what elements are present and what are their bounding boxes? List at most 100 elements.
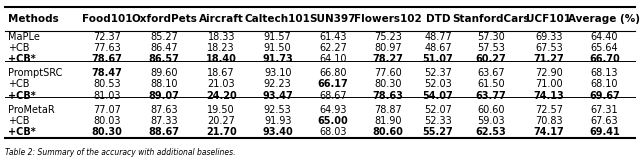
- Text: 63.77: 63.77: [476, 91, 506, 101]
- Text: 86.57: 86.57: [148, 54, 180, 64]
- Text: 80.60: 80.60: [372, 127, 403, 137]
- Text: Average (%): Average (%): [568, 14, 640, 24]
- Text: 91.50: 91.50: [264, 43, 291, 53]
- Text: 63.67: 63.67: [477, 68, 505, 78]
- Text: 64.10: 64.10: [319, 54, 347, 64]
- Text: 59.03: 59.03: [477, 116, 505, 126]
- Text: 60.60: 60.60: [477, 105, 505, 115]
- Text: 65.64: 65.64: [591, 43, 618, 53]
- Text: 78.27: 78.27: [372, 54, 403, 64]
- Text: +CB: +CB: [8, 79, 29, 89]
- Text: 20.27: 20.27: [207, 116, 235, 126]
- Text: 80.53: 80.53: [93, 79, 121, 89]
- Text: ProMetaR: ProMetaR: [8, 105, 54, 115]
- Text: UCF101: UCF101: [527, 14, 572, 24]
- Text: +CB*: +CB*: [8, 91, 35, 101]
- Text: SUN397: SUN397: [310, 14, 356, 24]
- Text: 55.27: 55.27: [422, 127, 453, 137]
- Text: 71.27: 71.27: [534, 54, 564, 64]
- Text: 66.70: 66.70: [589, 54, 620, 64]
- Text: 74.13: 74.13: [534, 91, 564, 101]
- Text: 88.67: 88.67: [148, 127, 180, 137]
- Text: 69.41: 69.41: [589, 127, 620, 137]
- Text: +CB: +CB: [8, 43, 29, 53]
- Text: 67.31: 67.31: [591, 105, 618, 115]
- Text: 69.33: 69.33: [535, 32, 563, 42]
- Text: 18.23: 18.23: [207, 43, 235, 53]
- Text: 91.57: 91.57: [264, 32, 292, 42]
- Text: 66.80: 66.80: [319, 68, 347, 78]
- Text: 93.40: 93.40: [262, 127, 293, 137]
- Text: 80.30: 80.30: [374, 79, 402, 89]
- Text: 21.70: 21.70: [206, 127, 237, 137]
- Text: 64.40: 64.40: [591, 32, 618, 42]
- Text: 85.27: 85.27: [150, 32, 178, 42]
- Text: 52.03: 52.03: [424, 79, 452, 89]
- Text: Aircraft: Aircraft: [199, 14, 244, 24]
- Text: 19.50: 19.50: [207, 105, 235, 115]
- Text: 80.03: 80.03: [93, 116, 121, 126]
- Text: 21.03: 21.03: [207, 79, 235, 89]
- Text: 91.93: 91.93: [264, 116, 291, 126]
- Text: 24.20: 24.20: [206, 91, 237, 101]
- Text: 18.33: 18.33: [207, 32, 235, 42]
- Text: 75.23: 75.23: [374, 32, 402, 42]
- Text: 87.63: 87.63: [150, 105, 178, 115]
- Text: Food101: Food101: [82, 14, 132, 24]
- Text: 92.23: 92.23: [264, 79, 292, 89]
- Text: Flowers102: Flowers102: [354, 14, 422, 24]
- Text: 68.67: 68.67: [319, 91, 347, 101]
- Text: 52.07: 52.07: [424, 105, 452, 115]
- Text: 77.07: 77.07: [93, 105, 121, 115]
- Text: 60.27: 60.27: [476, 54, 506, 64]
- Text: 81.03: 81.03: [93, 91, 121, 101]
- Text: 78.63: 78.63: [372, 91, 403, 101]
- Text: 81.90: 81.90: [374, 116, 402, 126]
- Text: OxfordPets: OxfordPets: [131, 14, 197, 24]
- Text: 80.97: 80.97: [374, 43, 402, 53]
- Text: 91.73: 91.73: [262, 54, 293, 64]
- Text: PromptSRC: PromptSRC: [8, 68, 62, 78]
- Text: 48.77: 48.77: [424, 32, 452, 42]
- Text: +CB*: +CB*: [8, 127, 35, 137]
- Text: Table 2: Summary of the accuracy with additional baselines.: Table 2: Summary of the accuracy with ad…: [5, 148, 236, 157]
- Text: 68.10: 68.10: [591, 79, 618, 89]
- Text: MaPLe: MaPLe: [8, 32, 40, 42]
- Text: 72.90: 72.90: [535, 68, 563, 78]
- Text: 65.00: 65.00: [317, 116, 348, 126]
- Text: 54.07: 54.07: [422, 91, 453, 101]
- Text: 77.63: 77.63: [93, 43, 121, 53]
- Text: +CB: +CB: [8, 116, 29, 126]
- Text: 57.30: 57.30: [477, 32, 505, 42]
- Text: 57.53: 57.53: [477, 43, 505, 53]
- Text: 61.50: 61.50: [477, 79, 505, 89]
- Text: StanfordCars: StanfordCars: [452, 14, 530, 24]
- Text: 88.10: 88.10: [150, 79, 178, 89]
- Text: 67.63: 67.63: [591, 116, 618, 126]
- Text: 62.27: 62.27: [319, 43, 347, 53]
- Text: 66.17: 66.17: [317, 79, 348, 89]
- Text: 62.53: 62.53: [476, 127, 506, 137]
- Text: 74.17: 74.17: [534, 127, 564, 137]
- Text: 52.33: 52.33: [424, 116, 452, 126]
- Text: +CB*: +CB*: [8, 54, 35, 64]
- Text: 78.87: 78.87: [374, 105, 402, 115]
- Text: 61.43: 61.43: [319, 32, 347, 42]
- Text: Caltech101: Caltech101: [244, 14, 310, 24]
- Text: 64.93: 64.93: [319, 105, 347, 115]
- Text: 89.07: 89.07: [148, 91, 180, 101]
- Text: Methods: Methods: [8, 14, 58, 24]
- Text: 51.07: 51.07: [422, 54, 453, 64]
- Text: DTD: DTD: [426, 14, 451, 24]
- Text: 52.37: 52.37: [424, 68, 452, 78]
- Text: 93.10: 93.10: [264, 68, 291, 78]
- Text: 18.40: 18.40: [206, 54, 237, 64]
- Text: 78.47: 78.47: [92, 68, 122, 78]
- Text: 48.67: 48.67: [424, 43, 452, 53]
- Text: 92.53: 92.53: [264, 105, 292, 115]
- Text: 69.67: 69.67: [589, 91, 620, 101]
- Text: 80.30: 80.30: [92, 127, 122, 137]
- Text: 68.03: 68.03: [319, 127, 347, 137]
- Text: 86.47: 86.47: [150, 43, 178, 53]
- Text: 68.13: 68.13: [591, 68, 618, 78]
